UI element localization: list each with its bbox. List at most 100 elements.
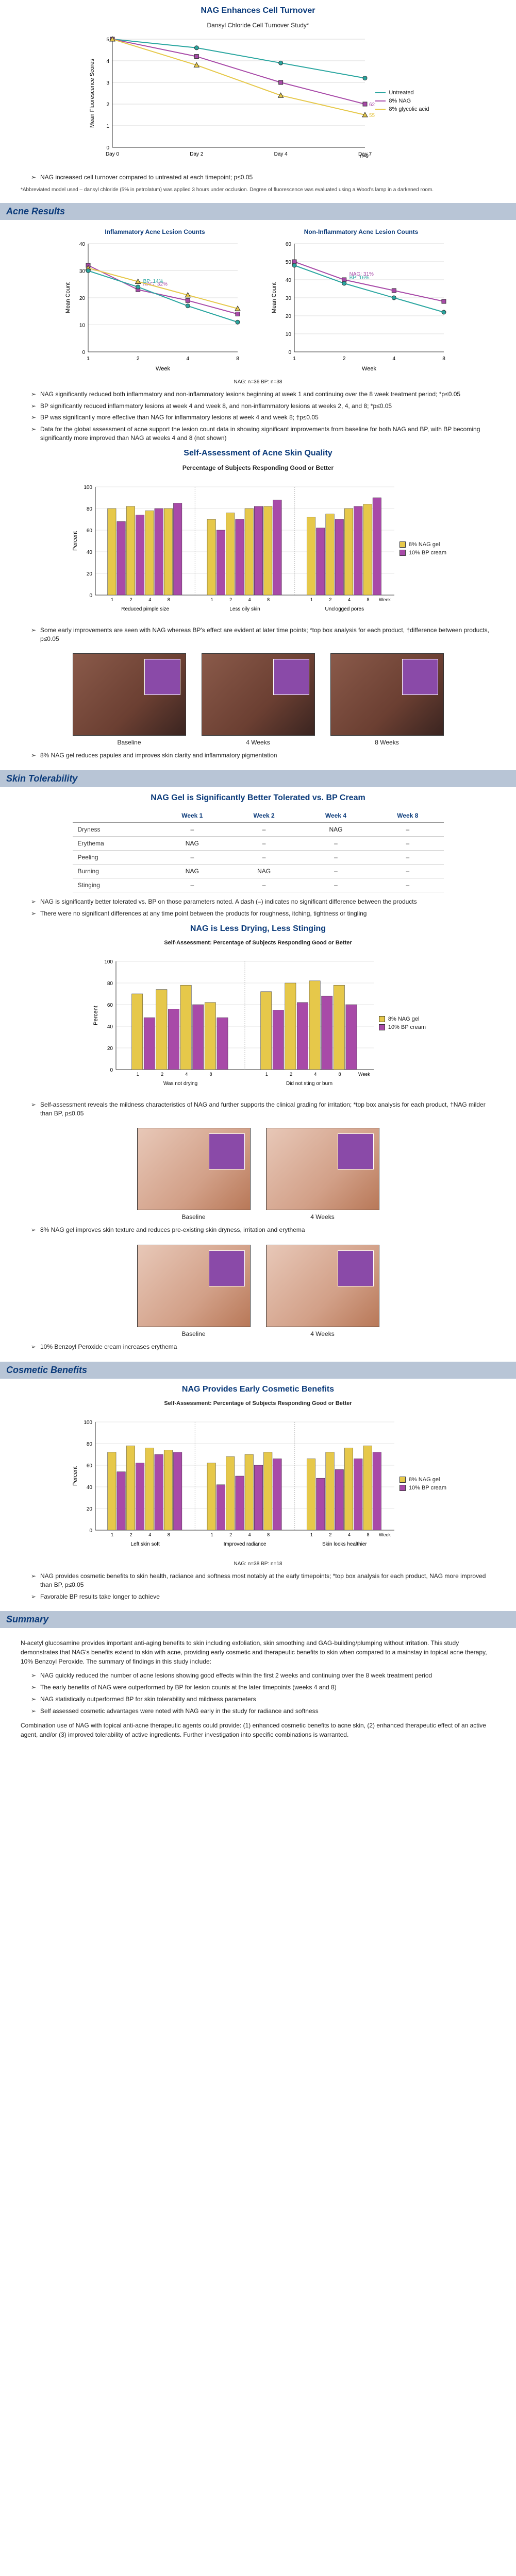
svg-text:1: 1 (107, 124, 110, 129)
bullet: Self-assessment reveals the mildness cha… (31, 1100, 495, 1118)
svg-text:2: 2 (130, 597, 132, 602)
svg-text:Mean Fluorescence Scores: Mean Fluorescence Scores (89, 59, 95, 128)
photo-label: 8 Weeks (375, 739, 398, 746)
mild-chart-title: Self-Assessment: Percentage of Subjects … (0, 940, 516, 946)
acne-right-chart: 01020304050601248WeekMean CountNAG: 31%B… (269, 239, 454, 372)
svg-text:Week: Week (379, 1532, 391, 1537)
bullet: NAG provides cosmetic benefits to skin h… (31, 1572, 495, 1589)
summary-bullets: NAG quickly reduced the number of acne l… (21, 1671, 495, 1715)
summary-body: N-acetyl glucosamine provides important … (0, 1633, 516, 1744)
svg-text:20: 20 (107, 1046, 113, 1052)
acne-bullets: NAG significantly reduced both inflammat… (0, 390, 516, 443)
svg-text:20: 20 (87, 571, 93, 577)
bullet: NAG significantly reduced both inflammat… (31, 390, 495, 399)
svg-text:Week: Week (362, 366, 376, 372)
svg-text:Week: Week (358, 1072, 370, 1077)
svg-text:40: 40 (79, 242, 85, 247)
svg-text:BP: 16%: BP: 16% (349, 275, 369, 281)
svg-text:n=9: n=9 (360, 154, 369, 159)
svg-text:Day 2: Day 2 (190, 151, 204, 157)
svg-text:8: 8 (168, 1532, 170, 1537)
svg-text:2: 2 (136, 356, 139, 362)
svg-text:60: 60 (107, 1003, 113, 1008)
bullet: NAG is significantly better tolerated vs… (31, 897, 495, 906)
svg-text:Percent: Percent (72, 1466, 78, 1486)
svg-text:Reduced pimple size: Reduced pimple size (121, 606, 169, 612)
bullet: BP was significantly more effective than… (31, 413, 495, 422)
svg-text:20: 20 (87, 1506, 93, 1512)
turnover-footnote: *Abbreviated model used – dansyl chlorid… (0, 187, 516, 193)
turnover-heading: NAG Enhances Cell Turnover (0, 6, 516, 15)
svg-text:Mean Count: Mean Count (65, 282, 71, 313)
svg-text:1: 1 (111, 1532, 113, 1537)
bullet: The early benefits of NAG were outperfor… (31, 1683, 475, 1692)
svg-text:Week: Week (156, 366, 170, 372)
acne-left-chart: 0102030401248WeekMean CountNAG: 32%BP: 1… (62, 239, 248, 372)
svg-text:0: 0 (89, 593, 92, 599)
svg-text:4: 4 (148, 597, 151, 602)
mild-bullets: Self-assessment reveals the mildness cha… (0, 1100, 516, 1118)
tol-table-title: NAG Gel is Significantly Better Tolerate… (0, 793, 516, 803)
summary-intro: N-acetyl glucosamine provides important … (21, 1638, 495, 1666)
turnover-subtitle: Dansyl Chloride Cell Turnover Study* (0, 22, 516, 29)
svg-text:20: 20 (285, 314, 291, 319)
svg-text:Percent: Percent (93, 1006, 99, 1025)
tol-photo2-bullets: 10% Benzoyl Peroxide cream increases ery… (0, 1343, 516, 1351)
svg-text:4: 4 (248, 597, 251, 602)
svg-text:2: 2 (290, 1072, 292, 1077)
svg-text:100: 100 (84, 1420, 92, 1426)
svg-text:80: 80 (87, 506, 93, 512)
svg-text:80: 80 (107, 981, 113, 987)
photo-label: 4 Weeks (310, 1213, 334, 1221)
acne-self-bullets: Some early improvements are seen with NA… (0, 626, 516, 643)
svg-text:50: 50 (285, 260, 291, 265)
acne-photo-row: Baseline 4 Weeks 8 Weeks (0, 653, 516, 746)
svg-text:100: 100 (84, 485, 92, 490)
svg-text:2: 2 (329, 597, 331, 602)
svg-text:40: 40 (87, 1485, 93, 1490)
tolerability-header: Skin Tolerability (0, 770, 516, 787)
bullet: 10% Benzoyl Peroxide cream increases ery… (31, 1343, 495, 1351)
mild-legend: 8% NAG gel10% BP cream (379, 951, 426, 1095)
svg-text:4: 4 (107, 59, 110, 64)
cosmetic-legend: 8% NAG gel10% BP cream (400, 1412, 446, 1556)
tolerability-header-text: Skin Tolerability (6, 773, 510, 784)
photo-label: Baseline (181, 1330, 205, 1337)
svg-text:0: 0 (110, 1067, 113, 1073)
acne-self-title: Self-Assessment of Acne Skin Quality (0, 449, 516, 458)
svg-text:0: 0 (82, 350, 85, 355)
svg-text:Left skin soft: Left skin soft (131, 1541, 160, 1547)
svg-text:Was not drying: Was not drying (163, 1081, 197, 1087)
clinical-photo (266, 1245, 379, 1327)
cosmetic-bullets: NAG provides cosmetic benefits to skin h… (0, 1572, 516, 1601)
svg-text:Unclogged pores: Unclogged pores (325, 606, 364, 612)
svg-text:40: 40 (107, 1024, 113, 1030)
svg-text:2: 2 (107, 102, 110, 108)
svg-text:4: 4 (348, 597, 351, 602)
svg-text:8: 8 (442, 356, 445, 362)
cosmetic-chart: 020406080100Percent1248Left skin soft124… (0, 1412, 516, 1556)
cosmetic-title: NAG Provides Early Cosmetic Benefits (0, 1385, 516, 1394)
cosmetic-group-label: NAG: n=38 BP: n=18 (0, 1561, 516, 1567)
bullet: 8% NAG gel reduces papules and improves … (31, 751, 495, 760)
svg-text:Day 4: Day 4 (274, 151, 288, 157)
clinical-photo (137, 1128, 251, 1210)
svg-text:55%: 55% (369, 113, 375, 118)
clinical-photo (137, 1245, 251, 1327)
summary-header: Summary (0, 1611, 516, 1628)
turnover-bullets: NAG increased cell turnover compared to … (0, 173, 516, 182)
svg-text:Improved radiance: Improved radiance (223, 1541, 266, 1547)
svg-text:4: 4 (314, 1072, 317, 1077)
svg-text:1: 1 (210, 597, 213, 602)
svg-text:0: 0 (107, 145, 110, 151)
tolerability-table: Week 1Week 2Week 4Week 8Dryness––NAG–Ery… (73, 809, 444, 892)
svg-text:8: 8 (209, 1072, 212, 1077)
svg-text:2: 2 (342, 356, 345, 362)
svg-text:Skin looks healthier: Skin looks healthier (322, 1541, 367, 1547)
cosmetic-header: Cosmetic Benefits (0, 1362, 516, 1379)
svg-text:1: 1 (310, 597, 313, 602)
summary-outro: Combination use of NAG with topical anti… (21, 1721, 495, 1739)
svg-text:8: 8 (267, 597, 270, 602)
photo-label: Baseline (117, 739, 141, 746)
svg-text:BP: 14%: BP: 14% (143, 279, 163, 284)
